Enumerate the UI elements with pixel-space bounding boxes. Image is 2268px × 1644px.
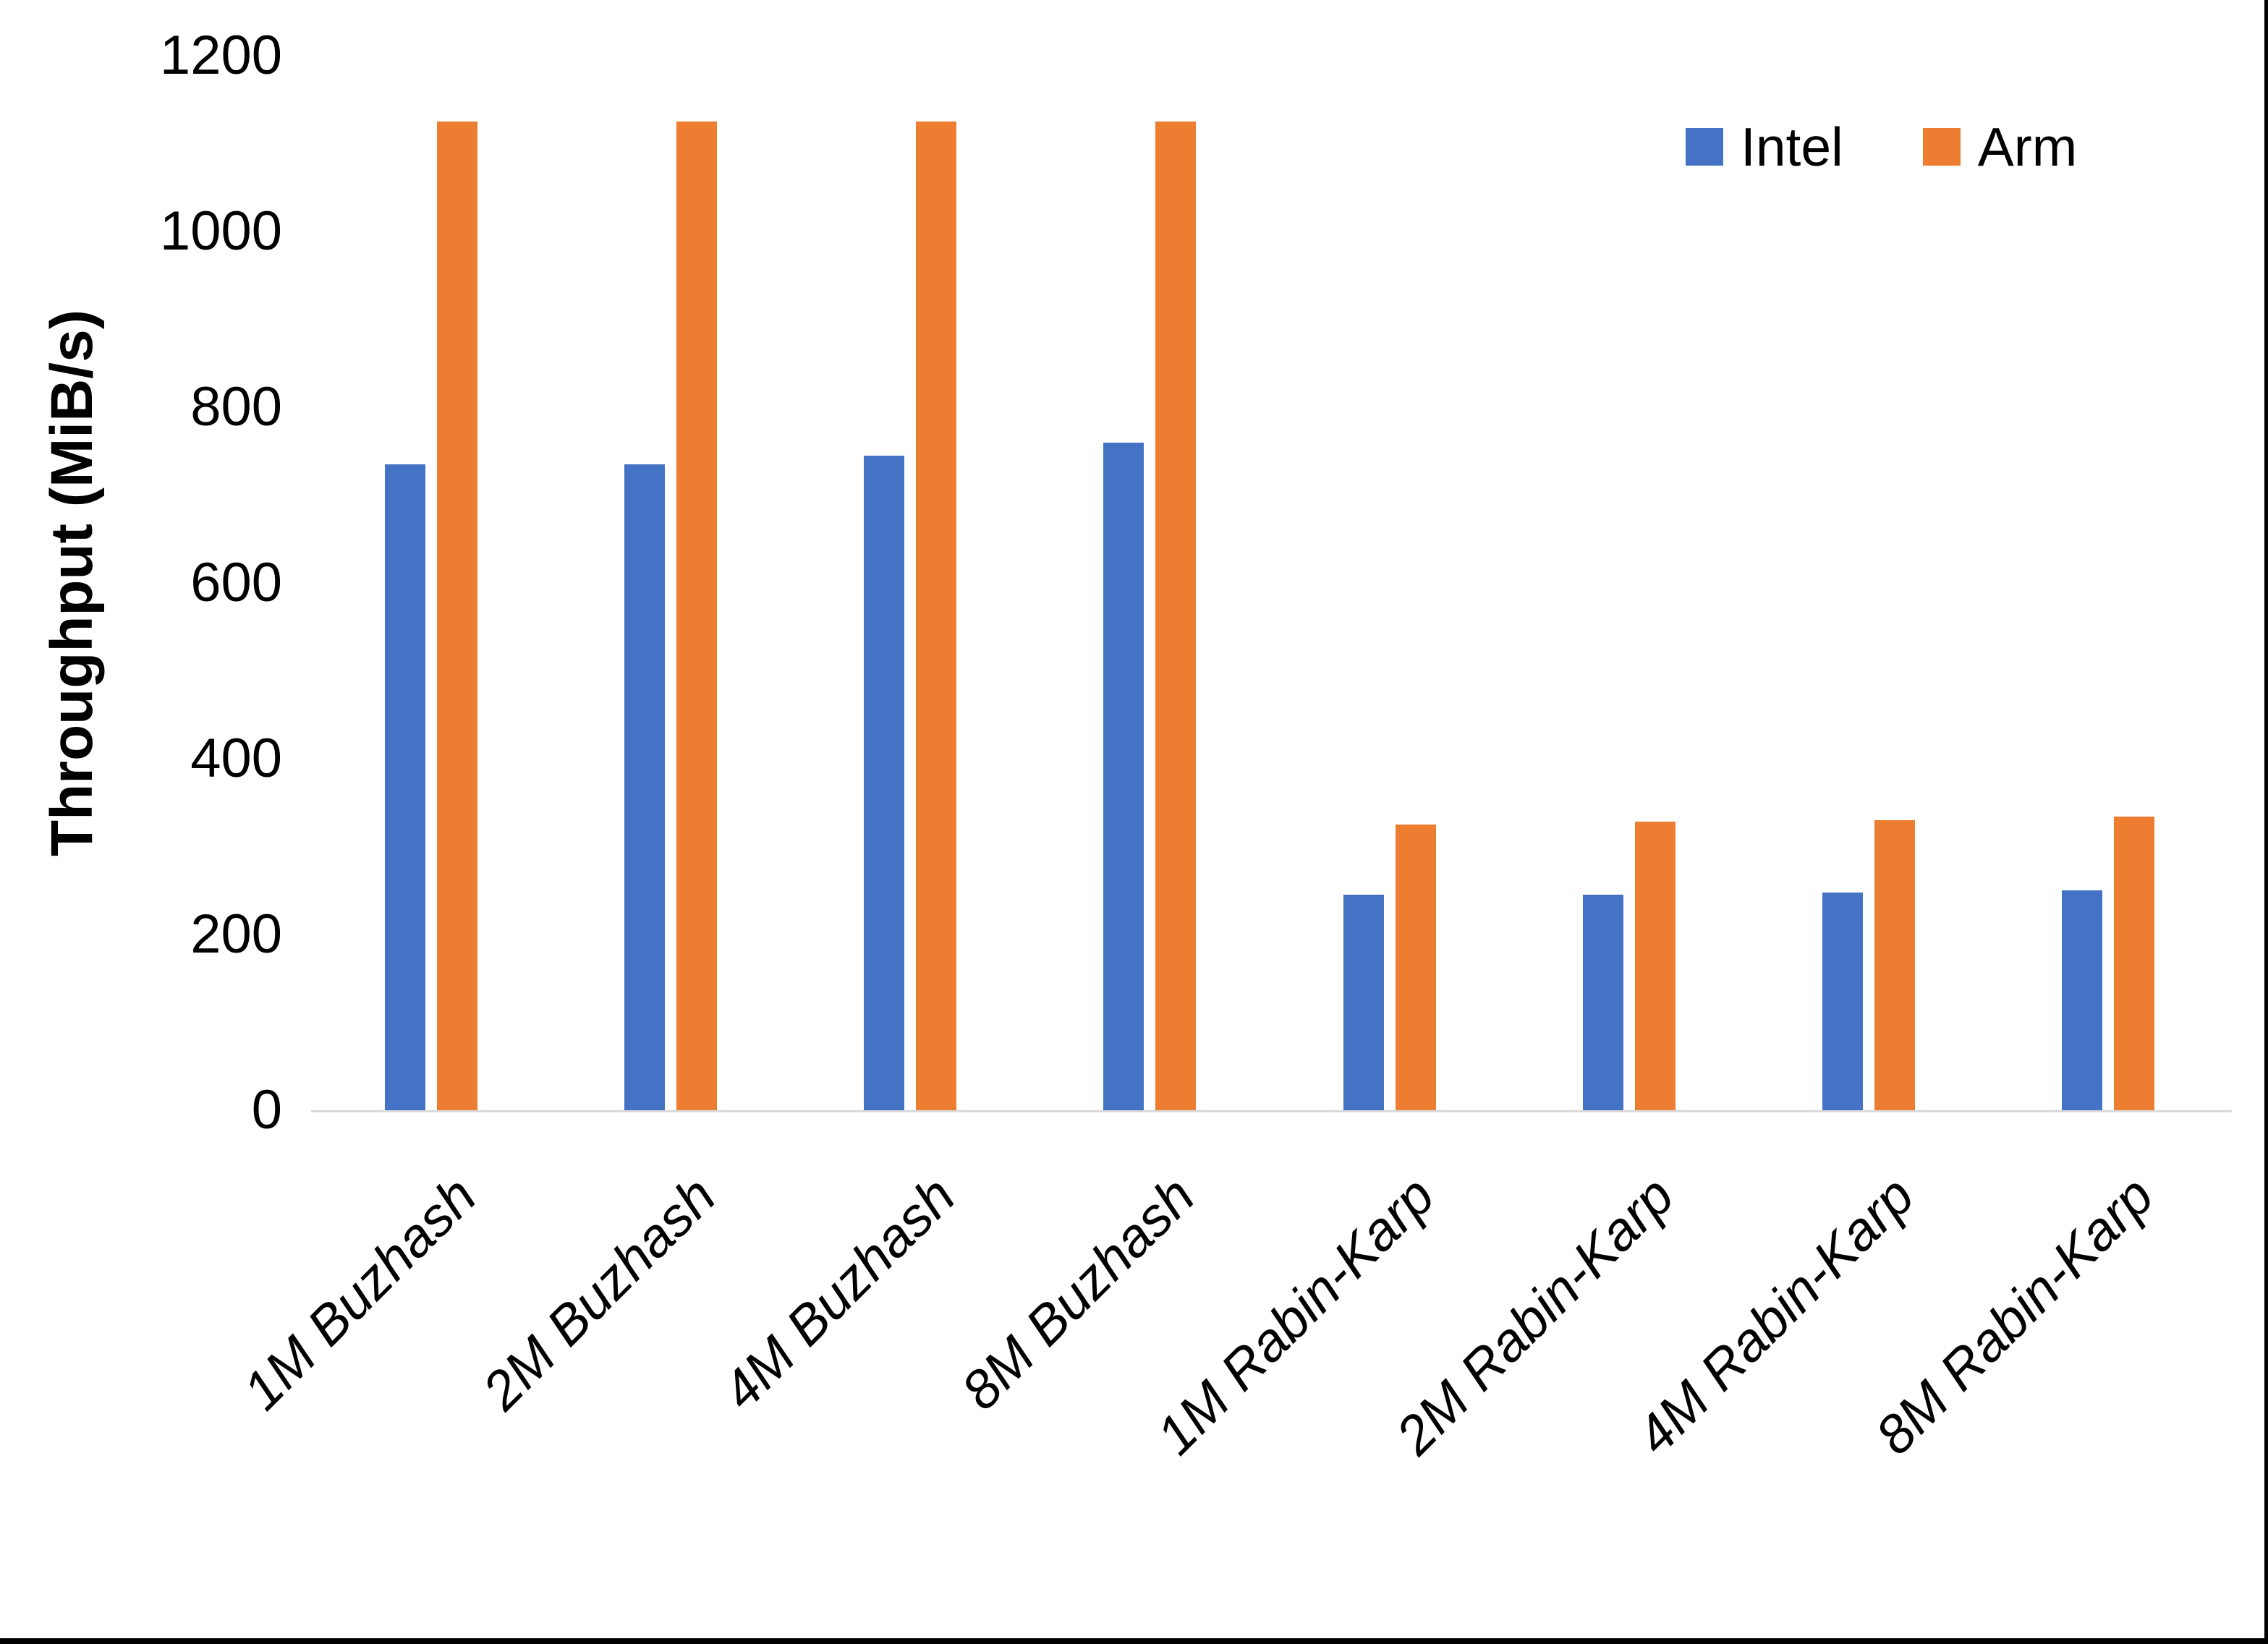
bar-arm-1m-buzhash xyxy=(436,122,477,1110)
legend-label-arm: Arm xyxy=(1977,116,2078,177)
legend: Intel Arm xyxy=(1686,116,2077,177)
bar-arm-4m-rabin-karp xyxy=(1874,820,1916,1110)
bar-intel-2m-buzhash xyxy=(624,464,665,1110)
bar-intel-8m-rabin-karp xyxy=(2062,890,2103,1110)
legend-item-intel: Intel xyxy=(1686,116,1843,178)
bar-intel-1m-rabin-karp xyxy=(1343,895,1384,1110)
y-tick-label: 400 xyxy=(190,728,282,789)
bar-arm-4m-buzhash xyxy=(916,122,957,1110)
bar-arm-2m-rabin-karp xyxy=(1634,822,1675,1110)
bar-arm-1m-rabin-karp xyxy=(1395,825,1436,1110)
y-tick-label: 800 xyxy=(190,376,282,438)
x-axis-label: 2M Buzhash xyxy=(470,1164,727,1421)
bar-arm-8m-buzhash xyxy=(1155,122,1197,1110)
y-tick-label: 1200 xyxy=(159,25,282,86)
bar-intel-4m-rabin-karp xyxy=(1822,893,1864,1110)
bar-arm-8m-rabin-karp xyxy=(2114,817,2155,1110)
legend-swatch-intel xyxy=(1686,128,1723,166)
y-tick-label: 200 xyxy=(190,903,282,965)
y-tick-label: 600 xyxy=(190,552,282,613)
x-axis-label: 1M Buzhash xyxy=(231,1164,488,1421)
bar-intel-1m-buzhash xyxy=(384,464,425,1110)
y-tick-label: 1000 xyxy=(159,200,282,262)
plot-area xyxy=(311,56,2228,1110)
bar-arm-2m-buzhash xyxy=(676,122,717,1110)
x-axis-label: 8M Buzhash xyxy=(950,1164,1207,1421)
x-axis-label: 4M Buzhash xyxy=(710,1164,967,1421)
legend-label-intel: Intel xyxy=(1741,116,1843,177)
legend-item-arm: Arm xyxy=(1922,116,2078,178)
bar-intel-8m-buzhash xyxy=(1103,443,1144,1110)
bar-intel-2m-rabin-karp xyxy=(1582,895,1623,1110)
y-tick-label: 0 xyxy=(251,1079,282,1141)
x-axis-baseline xyxy=(311,1110,2232,1112)
legend-swatch-arm xyxy=(1922,128,1961,166)
bar-intel-4m-buzhash xyxy=(864,456,905,1110)
y-axis-title-wrap: Throughput (MiB/s) xyxy=(29,56,116,1110)
y-axis-title: Throughput (MiB/s) xyxy=(39,309,105,857)
